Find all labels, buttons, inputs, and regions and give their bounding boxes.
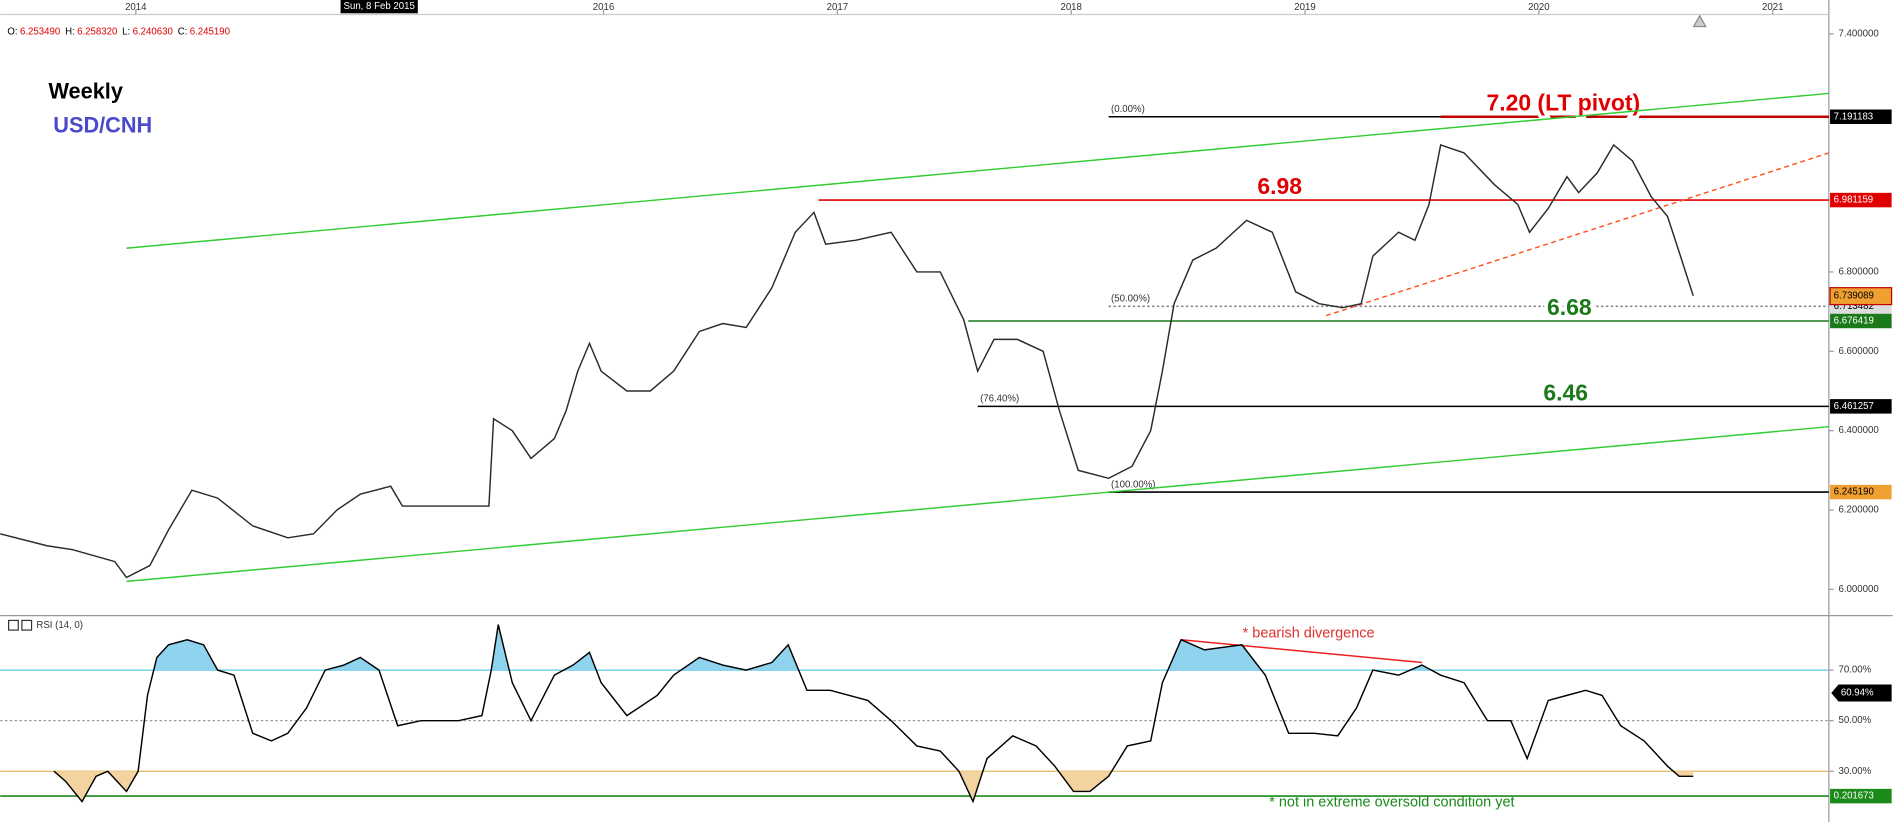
x-tick-label: 2021 xyxy=(1762,2,1783,13)
level-note: 6.98 xyxy=(1257,173,1302,199)
trendline xyxy=(126,425,1829,583)
ohlc-key: O: xyxy=(7,26,17,37)
level-label: 6.245190 xyxy=(1834,487,1874,498)
panel-close-icon[interactable] xyxy=(8,619,19,631)
level-label-box xyxy=(1830,313,1892,329)
y-tick-label: 7.400000 xyxy=(1839,28,1879,39)
fib-label: (76.40%) xyxy=(980,394,1019,405)
trendline xyxy=(1325,152,1830,317)
level-label: 6.676419 xyxy=(1834,316,1874,327)
level-label-box xyxy=(1830,192,1892,208)
level-label: 7.191183 xyxy=(1834,111,1874,122)
fib-label: (0.00%) xyxy=(1111,104,1145,115)
chart-subtitle: USD/CNH xyxy=(53,112,152,137)
cursor-date-box xyxy=(340,0,418,14)
last-price-label: 6.739089 xyxy=(1834,291,1874,302)
ohlc-key: L: xyxy=(122,26,130,37)
fib-label: (50.00%) xyxy=(1111,294,1150,305)
ohlc-value: 6.245190 xyxy=(190,26,230,37)
cursor-date: Sun, 8 Feb 2015 xyxy=(344,1,415,12)
level-label: 6.713482 xyxy=(1834,301,1874,312)
x-tick-label: 2017 xyxy=(827,2,848,13)
last-price-box xyxy=(1829,287,1893,306)
y-tick-label: 6.400000 xyxy=(1839,425,1879,436)
x-tick-label: 2014 xyxy=(125,2,147,13)
level-label-box xyxy=(1830,399,1892,414)
trendline xyxy=(126,92,1829,249)
y-tick-label: 70.00% xyxy=(1839,665,1872,676)
y-tick-label: 6.200000 xyxy=(1839,505,1879,516)
fib-label: (100.00%) xyxy=(1111,479,1155,490)
level-label-box xyxy=(1830,109,1892,124)
rsi-title: RSI (14, 0) xyxy=(36,620,83,631)
level-label: 0.201673 xyxy=(1834,791,1874,802)
level-note: 6.46 xyxy=(1543,379,1588,405)
level-label: 6.461257 xyxy=(1834,401,1874,412)
current-value-label: 60.94% xyxy=(1841,688,1874,699)
y-tick-label: 6.800000 xyxy=(1839,267,1879,278)
trendline xyxy=(1181,639,1423,664)
chart-title: Weekly xyxy=(48,79,122,104)
y-tick-label: 30.00% xyxy=(1839,766,1872,777)
level-label-box xyxy=(1830,788,1892,804)
series-line xyxy=(0,143,1694,579)
level-note: 6.68 xyxy=(1547,294,1592,320)
y-tick-label: 6.600000 xyxy=(1839,346,1879,357)
ohlc-value: 6.253490 xyxy=(20,26,60,37)
x-tick-label: 2018 xyxy=(1060,2,1081,13)
level-note: 7.20 (LT pivot) xyxy=(1486,90,1640,116)
annotation: * not in extreme oversold condition yet xyxy=(1269,795,1514,811)
x-tick-label: 2019 xyxy=(1294,2,1315,13)
panel-settings-icon[interactable] xyxy=(21,619,33,631)
level-label-box xyxy=(1830,484,1892,500)
overbought-fill xyxy=(153,624,1432,671)
ohlc-key: H: xyxy=(65,26,75,37)
x-tick-label: 2016 xyxy=(593,2,614,13)
ohlc-value: 6.258320 xyxy=(77,26,117,37)
annotation: * bearish divergence xyxy=(1243,626,1375,642)
y-tick-label: 50.00% xyxy=(1839,715,1872,726)
y-tick-label: 6.000000 xyxy=(1839,584,1879,595)
ohlc-key: C: xyxy=(178,26,188,37)
scroll-marker[interactable] xyxy=(1692,14,1707,28)
current-value-box xyxy=(1831,684,1892,702)
ohlc-value: 6.240630 xyxy=(133,26,173,37)
series-line xyxy=(53,624,1694,804)
x-tick-label: 2020 xyxy=(1528,2,1549,13)
level-label: 6.981159 xyxy=(1834,195,1874,206)
ohlc-readout: O: 6.253490 H: 6.258320 L: 6.240630 C: 6.245190 xyxy=(7,26,230,37)
